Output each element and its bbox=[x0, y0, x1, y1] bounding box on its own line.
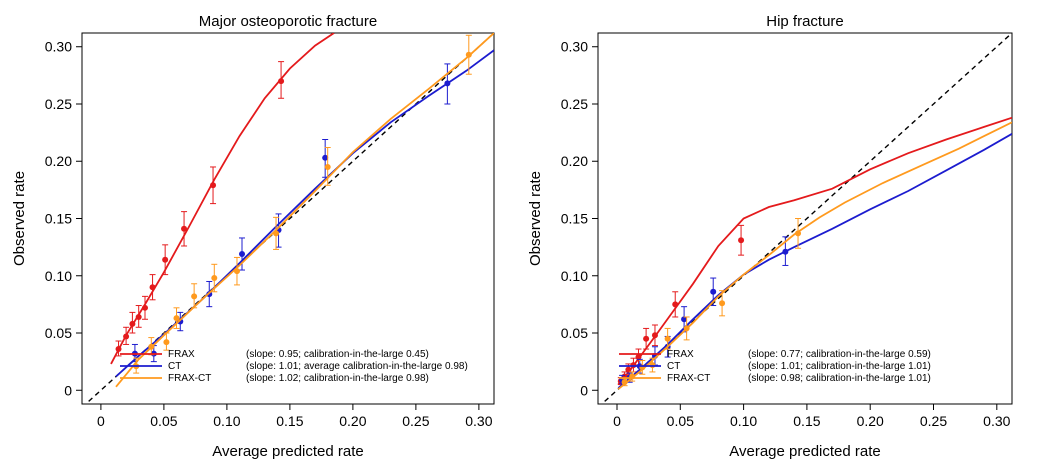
frax-data-point bbox=[643, 335, 650, 342]
y-tick-label: 0.05 bbox=[45, 325, 72, 341]
ct-data-point bbox=[322, 154, 329, 161]
ct-calibration-curve bbox=[617, 133, 1012, 389]
x-tick-label: 0.25 bbox=[920, 413, 947, 429]
legend-detail-frax: (slope: 0.95; calibration-in-the-large 0… bbox=[246, 349, 429, 360]
frax-data-point bbox=[141, 304, 148, 311]
frax-data-point bbox=[129, 320, 136, 327]
frax-ct-data-point bbox=[621, 379, 628, 386]
legend-name-frax: FRAX bbox=[667, 349, 694, 360]
frax-data-point bbox=[162, 256, 169, 263]
legend-detail-frax-ct: (slope: 1.02; calibration-in-the-large 0… bbox=[246, 373, 429, 384]
x-tick-label: 0.20 bbox=[857, 413, 884, 429]
frax-data-point bbox=[210, 182, 217, 189]
legend-detail-frax: (slope: 0.77; calibration-in-the-large 0… bbox=[748, 349, 931, 360]
frax-ct-data-point bbox=[795, 230, 802, 237]
x-tick-label: 0.25 bbox=[402, 413, 429, 429]
panel-hip-fracture: Hip fracture 0 0.05 0.10 0.15 0.20 0.25 0.30 0 0.… bbox=[527, 13, 1013, 460]
frax-ct-data-point bbox=[273, 230, 280, 237]
y-axis-label: Observed rate bbox=[527, 171, 544, 266]
x-tick-label: 0.30 bbox=[983, 413, 1010, 429]
y-tick-label: 0.15 bbox=[45, 211, 72, 227]
legend-detail-ct: (slope: 1.01; calibration-in-the-large 1… bbox=[748, 361, 931, 372]
legend-name-frax-ct: FRAX-CT bbox=[667, 373, 710, 384]
frax-ct-data-point bbox=[163, 339, 170, 346]
y-tick-label: 0 bbox=[64, 382, 72, 398]
y-tick-label: 0.25 bbox=[45, 96, 72, 112]
frax-ct-data-point bbox=[649, 362, 656, 369]
frax-data-point bbox=[625, 366, 632, 373]
x-tick-label: 0.10 bbox=[730, 413, 757, 429]
legend-name-ct: CT bbox=[168, 361, 181, 372]
x-axis-label: Average predicted rate bbox=[729, 443, 881, 460]
y-tick-label: 0.10 bbox=[45, 268, 72, 284]
chart-title: Major osteoporotic fracture bbox=[199, 13, 377, 30]
chart-title: Hip fracture bbox=[766, 13, 844, 30]
panel-major-osteoporotic-fracture: Major osteoporotic fracture 0 0.05 0.10 0.15… bbox=[11, 13, 495, 460]
plot-area bbox=[84, 33, 494, 404]
x-tick-label: 0.20 bbox=[339, 413, 366, 429]
x-tick-label: 0.10 bbox=[213, 413, 240, 429]
frax-ct-data-point bbox=[465, 51, 472, 58]
ct-data-point bbox=[444, 80, 451, 87]
frax-calibration-curve bbox=[110, 33, 335, 365]
ct-data-point bbox=[710, 288, 717, 295]
frax-ct-data-point bbox=[324, 163, 331, 170]
frax-ct-data-point bbox=[683, 325, 690, 332]
frax-ct-calibration-curve bbox=[617, 121, 1012, 390]
frax-ct-data-point bbox=[148, 343, 155, 350]
frax-ct-data-point bbox=[191, 293, 198, 300]
frax-data-point bbox=[181, 225, 188, 232]
legend-detail-frax-ct: (slope: 0.98; calibration-in-the-large 1… bbox=[748, 373, 931, 384]
frax-ct-data-point bbox=[173, 315, 180, 322]
frax-data-point bbox=[278, 78, 285, 85]
frax-ct-data-point bbox=[211, 275, 218, 282]
y-tick-label: 0.20 bbox=[561, 153, 588, 169]
ct-data-point bbox=[681, 316, 688, 323]
frax-data-point bbox=[635, 354, 642, 361]
x-tick-label: 0.15 bbox=[276, 413, 303, 429]
x-tick-label: 0.05 bbox=[667, 413, 694, 429]
frax-calibration-curve bbox=[617, 116, 1012, 386]
frax-data-point bbox=[651, 332, 658, 339]
x-axis-label: Average predicted rate bbox=[212, 443, 364, 460]
frax-data-point bbox=[672, 301, 679, 308]
y-tick-label: 0.20 bbox=[45, 153, 72, 169]
frax-data-point bbox=[123, 333, 130, 340]
y-tick-label: 0 bbox=[580, 382, 588, 398]
y-tick-label: 0.25 bbox=[561, 96, 588, 112]
y-tick-label: 0.05 bbox=[561, 325, 588, 341]
frax-data-point bbox=[135, 313, 142, 320]
x-tick-label: 0.15 bbox=[793, 413, 820, 429]
frax-ct-data-point bbox=[664, 335, 671, 342]
x-tick-label: 0 bbox=[613, 413, 621, 429]
frax-data-point bbox=[149, 284, 156, 291]
y-tick-label: 0.10 bbox=[561, 268, 588, 284]
legend-name-frax-ct: FRAX-CT bbox=[168, 373, 211, 384]
y-tick-label: 0.30 bbox=[45, 39, 72, 55]
y-tick-label: 0.30 bbox=[561, 39, 588, 55]
frax-ct-data-point bbox=[719, 300, 726, 307]
y-tick-label: 0.15 bbox=[561, 211, 588, 227]
frax-ct-data-point bbox=[233, 268, 240, 275]
x-tick-label: 0 bbox=[97, 413, 105, 429]
frax-data-point bbox=[115, 346, 122, 353]
frax-ct-calibration-curve bbox=[115, 33, 494, 388]
frax-data-point bbox=[738, 237, 745, 244]
legend-detail-ct: (slope: 1.01; average calibration-in-the… bbox=[246, 361, 468, 372]
legend: FRAX (slope: 0.77; calibration-in-the-lar… bbox=[619, 349, 931, 384]
ct-data-point bbox=[782, 248, 789, 255]
legend-name-ct: CT bbox=[667, 361, 680, 372]
legend-name-frax: FRAX bbox=[168, 349, 195, 360]
ct-data-point bbox=[239, 250, 246, 257]
x-tick-label: 0.05 bbox=[150, 413, 177, 429]
y-axis-label: Observed rate bbox=[11, 171, 28, 266]
legend: FRAX (slope: 0.95; calibration-in-the-lar… bbox=[120, 349, 468, 384]
x-tick-label: 0.30 bbox=[465, 413, 492, 429]
ct-calibration-curve bbox=[115, 49, 494, 378]
